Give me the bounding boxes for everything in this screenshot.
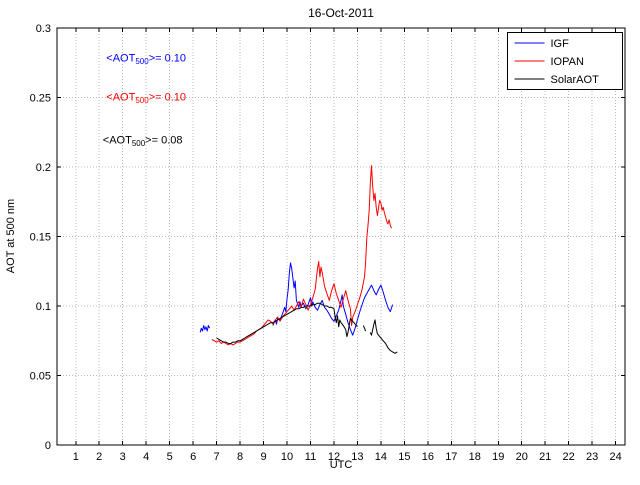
- x-tick-label: 8: [237, 451, 243, 463]
- x-tick-label: 4: [143, 451, 149, 463]
- y-tick-label: 0.15: [30, 232, 51, 244]
- x-tick-label: 16: [422, 451, 434, 463]
- x-tick-label: 5: [167, 451, 173, 463]
- y-axis-label: AOT at 500 nm: [5, 199, 17, 273]
- y-tick-label: 0.1: [36, 301, 51, 313]
- x-tick-label: 9: [260, 451, 266, 463]
- y-tick-label: 0.05: [30, 371, 51, 383]
- y-tick-label: 0: [45, 440, 51, 452]
- y-tick-label: 0.3: [36, 23, 51, 35]
- series-solaraot-line: [216, 302, 398, 354]
- x-tick-label: 15: [398, 451, 410, 463]
- x-tick-label: 17: [445, 451, 457, 463]
- annotation-text: <AOT500>= 0.08: [103, 134, 183, 148]
- x-tick-label: 10: [281, 451, 293, 463]
- x-tick-label: 24: [609, 451, 621, 463]
- legend-label-solaraot: SolarAOT: [551, 74, 600, 86]
- annotation-layer: <AOT500>= 0.10 <AOT500>= 0.10 <AOT500>= 0.…: [103, 52, 186, 148]
- x-tick-label: 21: [539, 451, 551, 463]
- x-tick-label: 2: [96, 451, 102, 463]
- x-tick-label: 22: [563, 451, 575, 463]
- x-tick-label: 18: [469, 451, 481, 463]
- legend: IGF IOPAN SolarAOT: [507, 32, 623, 90]
- x-axis-label: UTC: [330, 459, 353, 471]
- axes-box: [56, 27, 626, 446]
- plot-title: 16-Oct-2011: [308, 6, 374, 20]
- x-tick-label: 1: [73, 451, 79, 463]
- series-igf-line: [199, 262, 394, 336]
- axes-layer: 1 2 3 4 5 6 7 8 9 10 11 12 13 14 15 16 17 18 19 20 21 22 23 240…: [30, 23, 626, 463]
- series-iopan-line: [211, 165, 392, 346]
- annotation-text: <AOT500>= 0.10: [106, 52, 186, 66]
- x-tick-label: 19: [492, 451, 504, 463]
- legend-label-igf: IGF: [551, 38, 570, 50]
- x-tick-label: 7: [214, 451, 220, 463]
- annotation-text: <AOT500>= 0.10: [106, 91, 186, 105]
- y-tick-label: 0.2: [36, 162, 51, 174]
- series-layer: [199, 165, 398, 354]
- y-tick-label: 0.25: [30, 93, 51, 105]
- legend-label-iopan: IOPAN: [551, 56, 584, 68]
- x-tick-label: 6: [190, 451, 196, 463]
- x-tick-label: 11: [305, 451, 316, 463]
- x-tick-label: 20: [516, 451, 528, 463]
- x-tick-label: 14: [375, 451, 387, 463]
- x-tick-label: 12: [328, 451, 340, 463]
- x-tick-label: 13: [351, 451, 363, 463]
- grid-layer: [57, 28, 625, 445]
- x-tick-label: 23: [586, 451, 598, 463]
- x-tick-label: 3: [120, 451, 126, 463]
